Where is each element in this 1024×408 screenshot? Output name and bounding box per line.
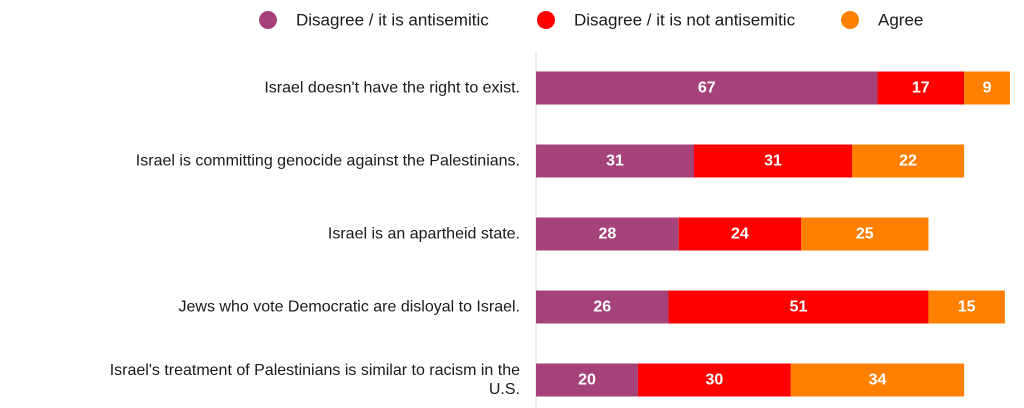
legend: Disagree / it is antisemitic Disagree / i…: [259, 11, 923, 30]
data-label-3-1: 51: [790, 299, 808, 316]
bar-segment-0-0: [536, 71, 878, 105]
data-label-1-2: 22: [899, 153, 917, 170]
bar-segment-2-2: [801, 217, 929, 251]
data-label-0-2: 9: [983, 80, 992, 97]
data-label-0-0: 67: [698, 80, 716, 97]
bar-segment-0-2: [964, 71, 1010, 105]
data-label-2-2: 25: [856, 226, 874, 243]
data-label-3-2: 15: [958, 299, 976, 316]
bar-segment-3-1: [668, 290, 929, 324]
data-label-4-0: 20: [578, 372, 596, 389]
legend-label-0: Disagree / it is antisemitic: [296, 11, 489, 30]
data-label-3-0: 26: [593, 299, 611, 316]
data-label-2-1: 24: [731, 226, 749, 243]
bar-segment-1-2: [852, 144, 965, 178]
data-label-2-0: 28: [598, 226, 616, 243]
category-label-3: Jews who vote Democratic are disloyal to…: [179, 299, 520, 316]
data-label-4-2: 34: [869, 372, 887, 389]
bars: 67 17 9 31 31 22 28 24 25 26 51 15 20 30 34: [536, 71, 1010, 397]
legend-marker-2: [841, 11, 859, 29]
bar-segment-3-2: [928, 290, 1005, 324]
bar-segment-0-1: [877, 71, 965, 105]
category-labels: Israel doesn't have the right to exist. I…: [110, 80, 520, 399]
category-label-4-line-1: U.S.: [489, 381, 520, 398]
data-label-1-0: 31: [606, 153, 624, 170]
category-label-4-line-0: Israel's treatment of Palestinians is si…: [110, 362, 520, 379]
bar-segment-4-2: [790, 363, 965, 397]
legend-label-1: Disagree / it is not antisemitic: [574, 11, 796, 30]
category-label-1: Israel is committing genocide against th…: [136, 153, 520, 170]
legend-label-2: Agree: [878, 11, 923, 30]
bar-segment-1-0: [536, 144, 694, 178]
legend-marker-1: [537, 11, 555, 29]
bar-segment-4-1: [637, 363, 791, 397]
data-label-1-1: 31: [764, 153, 782, 170]
category-label-2: Israel is an apartheid state.: [328, 226, 520, 243]
data-label-0-1: 17: [912, 80, 930, 97]
bar-segment-1-1: [694, 144, 852, 178]
bar-segment-3-0: [536, 290, 669, 324]
legend-marker-0: [259, 11, 277, 29]
category-label-0: Israel doesn't have the right to exist.: [264, 80, 520, 97]
bar-segment-2-0: [536, 217, 679, 251]
bar-segment-4-0: [536, 363, 638, 397]
bar-segment-2-1: [678, 217, 802, 251]
data-label-4-1: 30: [705, 372, 723, 389]
